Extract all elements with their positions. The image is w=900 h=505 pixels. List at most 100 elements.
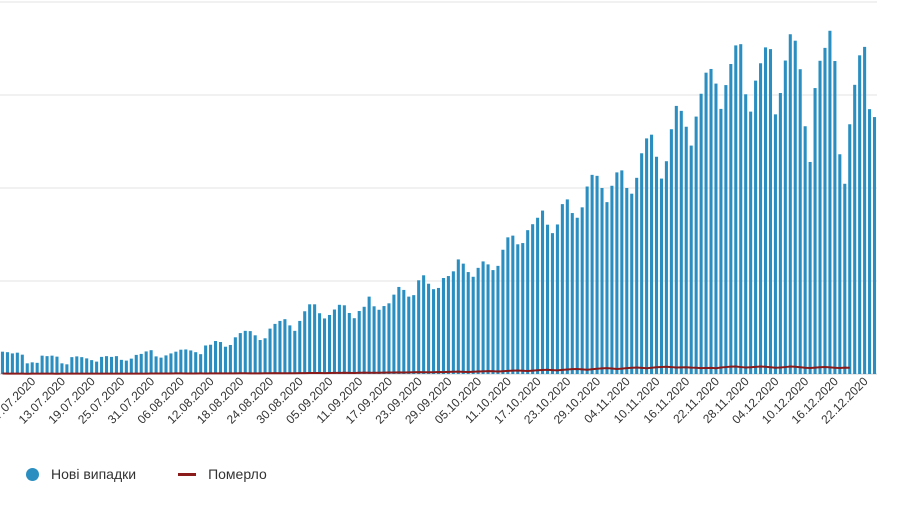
legend-cases-dot-icon — [26, 467, 39, 481]
cases-bar — [476, 267, 480, 374]
cases-bar — [664, 161, 668, 374]
cases-bar — [580, 207, 584, 374]
cases-bar — [481, 261, 485, 374]
cases-bar — [382, 306, 386, 374]
cases-bar — [560, 204, 564, 374]
cases-bar — [417, 280, 421, 374]
cases-bar — [124, 360, 128, 374]
cases-bar — [179, 349, 183, 374]
cases-bar — [30, 362, 34, 374]
cases-bar — [233, 337, 237, 374]
cases-bar — [0, 351, 5, 374]
cases-bar — [337, 304, 341, 374]
cases-bar — [466, 272, 470, 374]
cases-bar — [258, 340, 262, 374]
cases-bar — [303, 311, 307, 374]
cases-bar — [669, 129, 673, 374]
cases-bar — [263, 338, 267, 374]
cases-bar — [635, 177, 639, 374]
cases-bar — [441, 278, 445, 374]
cases-bar — [377, 309, 381, 374]
cases-bar — [645, 138, 649, 374]
cases-bar — [531, 224, 535, 374]
cases-bar — [689, 145, 693, 374]
cases-bar — [45, 356, 49, 374]
cases-bar — [164, 355, 168, 374]
cases-bar — [129, 358, 133, 374]
cases-bar — [858, 55, 862, 374]
cases-bar — [55, 356, 59, 374]
cases-bar — [243, 330, 247, 374]
cases-bar — [204, 345, 208, 374]
cases-bar — [545, 224, 550, 374]
cases-bar — [218, 342, 223, 374]
cases-bar — [868, 109, 872, 374]
cases-bar — [50, 355, 54, 374]
cases-bars — [0, 30, 877, 375]
cases-bar — [25, 363, 29, 374]
cases-bar — [85, 358, 89, 374]
cases-bar — [223, 346, 227, 374]
cases-bar — [674, 105, 678, 374]
cases-bar — [778, 93, 782, 375]
cases-bar — [491, 270, 495, 374]
x-axis-tick-labels: 07.07.202013.07.202019.07.202025.07.2020… — [0, 374, 871, 427]
legend-item-cases[interactable]: Нові випадки — [26, 466, 136, 482]
cases-bar — [446, 276, 450, 374]
cases-bar — [174, 351, 178, 374]
cases-bar — [555, 224, 559, 374]
cases-bar — [308, 304, 312, 374]
cases-bar — [209, 344, 213, 374]
cases-bar — [248, 331, 252, 374]
cases-bar — [823, 47, 827, 374]
cases-bar — [427, 283, 431, 374]
cases-bar — [432, 289, 436, 374]
cases-bar — [808, 161, 812, 374]
cases-bar — [313, 304, 317, 374]
cases-bar — [763, 47, 768, 374]
cases-bar — [585, 186, 589, 374]
cases-bar — [402, 289, 406, 374]
cases-bar — [620, 170, 624, 374]
cases-bar — [228, 344, 232, 374]
cases-bar — [739, 44, 743, 374]
cases-bar — [744, 94, 748, 374]
cases-bar — [550, 233, 554, 374]
cases-bar — [214, 341, 218, 374]
cases-bar — [318, 313, 322, 374]
legend-cases-label: Нові випадки — [51, 466, 137, 482]
cases-bar — [456, 259, 460, 374]
cases-bar — [471, 276, 475, 374]
cases-bar — [436, 287, 441, 374]
cases-bar — [5, 352, 9, 374]
cases-bar — [412, 295, 416, 374]
cases-bar — [843, 183, 847, 374]
cases-bar — [575, 217, 579, 374]
cases-bar — [407, 296, 411, 374]
legend: Нові випадки Померло — [26, 466, 309, 482]
cases-bar — [541, 210, 545, 374]
cases-bar — [694, 116, 698, 374]
cases-bar — [139, 353, 143, 374]
cases-bar — [362, 306, 366, 374]
cases-bar — [40, 355, 44, 374]
cases-bar — [154, 356, 158, 374]
cases-bar — [422, 275, 426, 374]
cases-bar — [625, 188, 629, 374]
cases-bar — [194, 352, 198, 374]
cases-bar — [719, 108, 723, 374]
cases-bar — [848, 124, 852, 374]
cases-bar — [342, 305, 346, 374]
cases-bar — [759, 63, 763, 374]
cases-bar — [144, 351, 148, 374]
legend-item-deaths[interactable]: Померло — [178, 466, 267, 482]
cases-bar — [90, 360, 94, 374]
cases-bar — [734, 45, 738, 375]
cases-bar — [387, 303, 391, 374]
cases-bar — [199, 354, 203, 374]
cases-bar — [461, 263, 465, 374]
legend-deaths-line-icon — [178, 472, 197, 476]
cases-bar — [570, 213, 574, 374]
cases-bar — [268, 328, 272, 374]
